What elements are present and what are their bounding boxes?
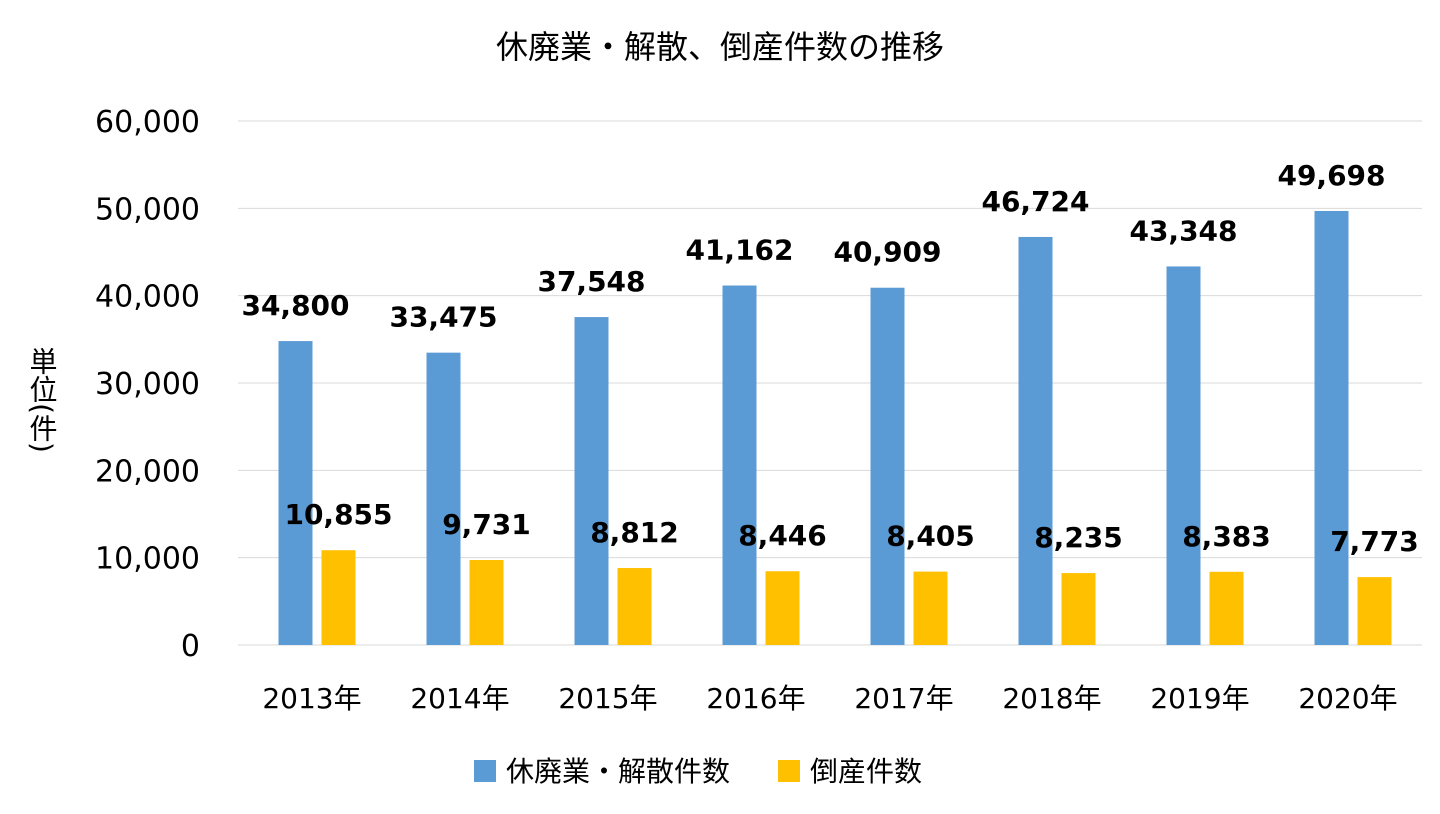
x-tick-label: 2019年 [1150, 682, 1249, 715]
y-axis-label: 単位(件) [26, 347, 59, 453]
data-label: 43,348 [1129, 214, 1237, 247]
bar-bankruptcies [617, 568, 652, 645]
bar-closures [278, 341, 313, 645]
y-tick-label: 0 [181, 629, 200, 664]
bar-closures [870, 287, 905, 645]
y-tick-label: 20,000 [95, 454, 200, 489]
y-tick-label: 50,000 [95, 192, 200, 227]
data-label: 37,548 [537, 265, 645, 298]
data-label: 46,724 [981, 185, 1089, 218]
bar-bankruptcies [765, 571, 800, 645]
bar-bankruptcies [1357, 577, 1392, 645]
legend-swatch [778, 760, 801, 782]
data-label: 7,773 [1330, 525, 1419, 558]
x-tick-label: 2013年 [262, 682, 361, 715]
x-tick-label: 2014年 [410, 682, 509, 715]
data-label: 8,405 [886, 520, 975, 553]
x-tick-label: 2018年 [1002, 682, 1101, 715]
data-label: 33,475 [389, 301, 497, 334]
y-tick-label: 40,000 [95, 280, 200, 315]
legend-swatch [474, 760, 496, 782]
data-label: 9,731 [442, 508, 531, 541]
data-label: 8,812 [590, 516, 679, 549]
x-tick-label: 2015年 [558, 682, 657, 715]
bar-bankruptcies [913, 571, 948, 645]
y-axis-ticks: 0 10,000 20,000 30,000 40,000 50,000 60,000 [95, 105, 200, 664]
x-tick-label: 2020年 [1298, 682, 1397, 715]
x-axis-ticks: 2013年 2014年 2015年 2016年 2017年 2018年 2019年 2020年 [262, 682, 1397, 715]
x-tick-label: 2017年 [854, 682, 953, 715]
chart-title: 休廃業・解散、倒産件数の推移 [496, 28, 944, 66]
bar-bankruptcies [1061, 573, 1096, 645]
bar-closures [1166, 266, 1201, 645]
data-label: 34,800 [241, 289, 349, 322]
bars [278, 210, 1392, 646]
y-tick-label: 30,000 [95, 367, 200, 402]
bar-bankruptcies [321, 550, 356, 645]
bar-bankruptcies [1209, 571, 1244, 645]
data-label: 41,162 [685, 234, 793, 267]
x-tick-label: 2016年 [706, 682, 805, 715]
bar-bankruptcies [469, 560, 504, 645]
bar-closures [426, 352, 461, 645]
legend-label: 倒産件数 [810, 755, 922, 788]
bar-closures [574, 317, 609, 645]
data-label: 8,383 [1182, 520, 1271, 553]
data-label: 8,235 [1034, 521, 1123, 554]
bar-closures [1018, 236, 1053, 646]
data-labels: 34,800 10,855 33,475 9,731 37,548 8,812 41,162… [241, 159, 1418, 558]
legend-label: 休廃業・解散件数 [506, 755, 730, 788]
bar-closures [722, 285, 757, 645]
data-label: 10,855 [284, 498, 392, 531]
data-label: 8,446 [738, 519, 827, 552]
legend: 休廃業・解散件数 倒産件数 [474, 755, 922, 788]
data-label: 40,909 [833, 236, 941, 269]
y-tick-label: 10,000 [95, 542, 200, 577]
y-tick-label: 60,000 [95, 105, 200, 140]
bar-closures [1314, 210, 1349, 645]
gridlines [238, 120, 1422, 646]
data-label: 49,698 [1277, 159, 1385, 192]
